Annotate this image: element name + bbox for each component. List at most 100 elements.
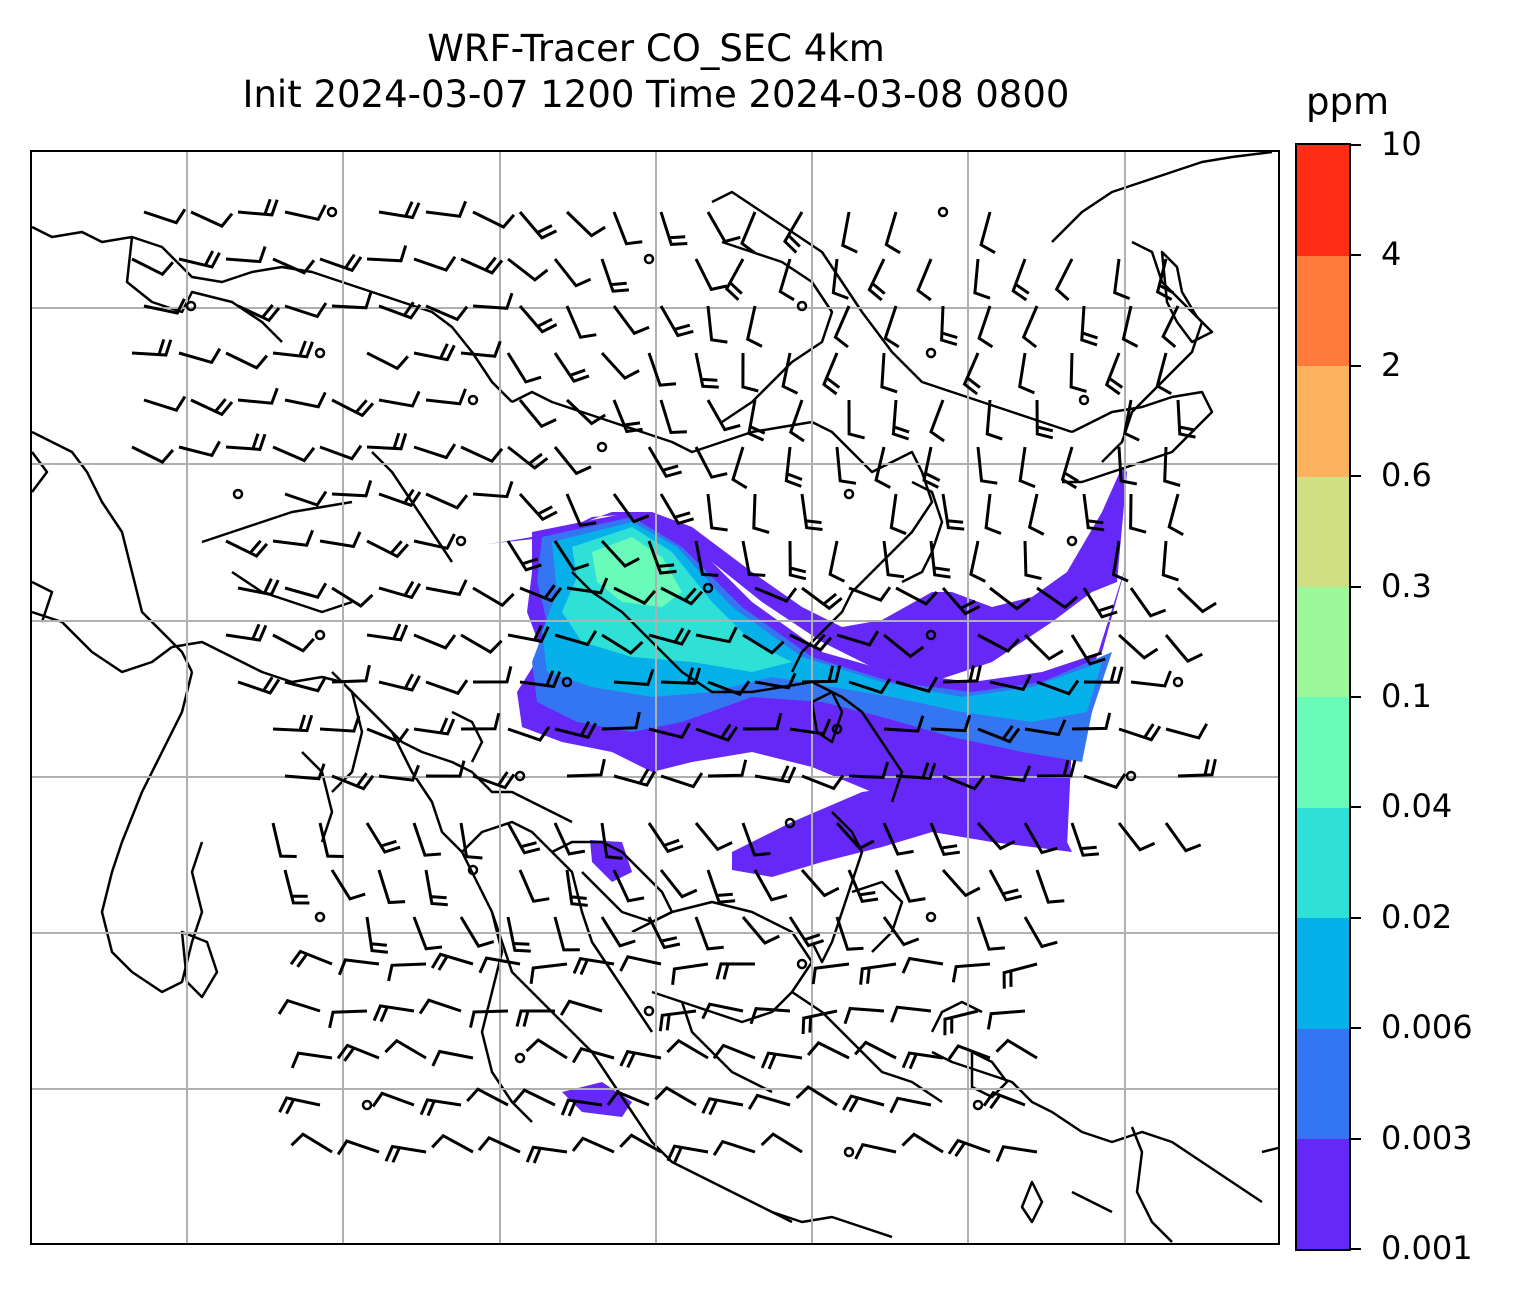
wind-barb — [1023, 822, 1058, 855]
wind-barb — [1083, 773, 1127, 790]
wind-barb — [518, 399, 557, 429]
wind-barb — [477, 1135, 521, 1154]
wind-barb — [781, 352, 799, 395]
wind-barb — [801, 1009, 838, 1035]
wind-barb — [1165, 723, 1209, 740]
colorbar-tick — [1351, 696, 1361, 698]
wind-barb — [600, 258, 630, 293]
wind-barb — [1080, 305, 1098, 347]
wind-barb — [712, 1139, 756, 1156]
wind-barb — [412, 822, 442, 857]
wind-barb — [884, 211, 901, 255]
wind-barb — [190, 210, 234, 228]
wind-barb-calm — [314, 629, 326, 641]
wind-barb-calm — [843, 1146, 855, 1158]
wind-barb-calm — [185, 300, 197, 312]
wind-barb — [131, 338, 173, 357]
wind-barb-calm — [937, 206, 949, 218]
colorbar-tick-label: 0.006 — [1381, 1008, 1473, 1047]
wind-barb — [940, 305, 958, 347]
wind-barb — [848, 678, 892, 695]
wind-barb — [647, 822, 684, 854]
wind-barb — [742, 712, 783, 731]
colorbar-band — [1297, 476, 1349, 588]
wind-barb — [1054, 258, 1074, 302]
wind-barb — [384, 1038, 427, 1060]
wind-barb — [867, 258, 886, 302]
wind-barb — [648, 627, 692, 646]
wind-barb — [460, 633, 503, 654]
wind-barb — [331, 398, 375, 418]
wind-barb — [1035, 869, 1065, 904]
wind-barb — [318, 822, 344, 858]
wind-barb — [1018, 446, 1036, 489]
wind-barb-calm — [796, 300, 808, 312]
wind-barb — [613, 586, 657, 605]
wind-barb — [835, 916, 864, 951]
colorbar-tick — [1351, 364, 1361, 367]
coastlines — [32, 152, 1278, 1243]
wind-barb — [319, 444, 363, 461]
wind-barb — [131, 445, 175, 464]
wind-barb — [941, 587, 981, 616]
wind-barb — [424, 869, 448, 907]
wind-barb — [752, 493, 770, 534]
wind-barb — [741, 822, 771, 857]
wind-barb — [741, 352, 759, 393]
wind-barb — [1155, 258, 1175, 301]
wind-barb — [1070, 634, 1106, 666]
wind-barb — [706, 869, 736, 904]
wind-barb — [859, 962, 897, 985]
wind-barb — [460, 712, 501, 731]
wind-barb — [289, 949, 333, 968]
wind-barb — [237, 578, 280, 597]
wind-barb — [331, 664, 371, 684]
wind-barb — [648, 722, 691, 740]
wind-barb — [425, 492, 469, 510]
wind-barb — [788, 916, 825, 948]
wind-barb — [553, 446, 592, 476]
wind-barb — [472, 292, 514, 310]
colorbar-tick-label: 0.04 — [1381, 787, 1453, 826]
wind-barb — [783, 211, 804, 254]
wind-barb — [377, 869, 406, 905]
wind-barb — [518, 305, 558, 334]
wind-barb — [706, 211, 741, 244]
wind-barb — [553, 258, 592, 288]
wind-barb — [413, 343, 456, 362]
wind-barb — [929, 540, 951, 579]
wind-barb-calm — [925, 347, 937, 359]
wind-barb — [425, 579, 468, 597]
wind-barb — [985, 399, 1003, 441]
wind-barb — [430, 952, 474, 971]
wind-barb — [225, 246, 267, 264]
wind-barb-calm — [314, 347, 326, 359]
wind-barb — [601, 633, 644, 655]
wind-barb — [1130, 670, 1172, 688]
wind-barb — [271, 822, 297, 858]
wind-barb — [753, 869, 788, 902]
wind-barb-calm — [796, 958, 808, 970]
wind-barb — [506, 540, 542, 572]
colorbar-band — [1297, 697, 1349, 808]
wind-barb — [741, 916, 780, 945]
wind-barb — [801, 586, 843, 611]
wind-barb — [413, 717, 456, 736]
wind-barb — [319, 531, 362, 549]
wind-barb — [659, 211, 688, 246]
wind-barb — [706, 493, 728, 532]
wind-barb — [284, 675, 328, 693]
colorbar-tick-label: 0.02 — [1381, 897, 1453, 936]
wind-barb-calm — [831, 723, 843, 735]
wind-barb — [507, 725, 551, 742]
wind-barb — [612, 211, 643, 246]
wind-barb — [741, 540, 766, 577]
colorbar-tick — [1351, 1137, 1361, 1140]
wind-barb — [977, 633, 1020, 653]
wind-barb — [976, 446, 998, 485]
wind-barb — [413, 255, 457, 272]
wind-barb — [330, 869, 366, 901]
wind-barb — [882, 540, 905, 579]
wind-barb — [895, 586, 938, 606]
wind-barb — [659, 305, 694, 338]
